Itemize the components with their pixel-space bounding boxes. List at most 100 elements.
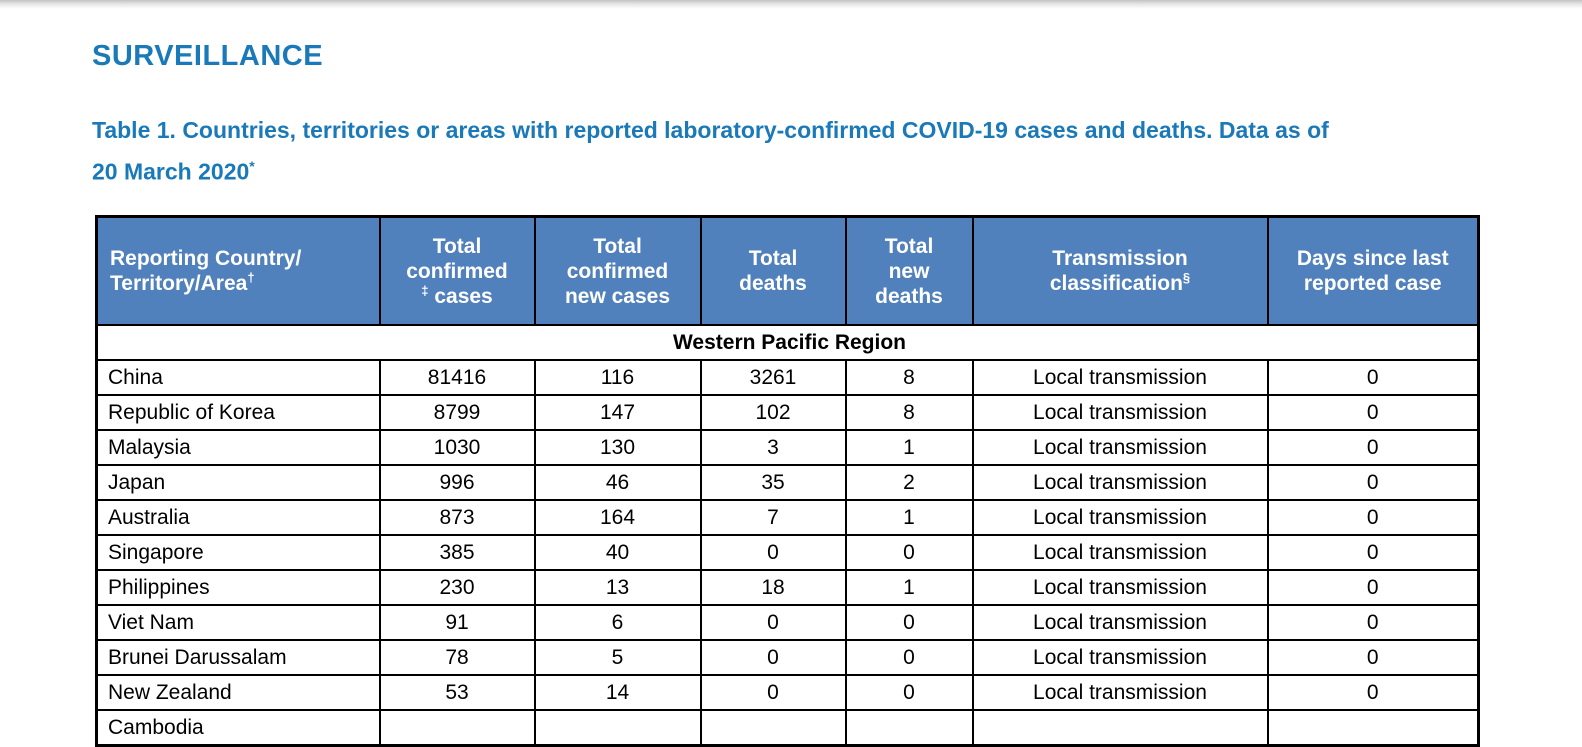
cell-transmission-classification: Local transmission <box>971 394 1269 431</box>
cell-days-since-last-case: 0 <box>1266 534 1480 571</box>
cell-total-deaths: 102 <box>699 394 847 431</box>
cell-country: Viet Nam <box>95 604 381 641</box>
col-header-total-confirmed-cases: Total confirmed ‡ cases <box>378 215 536 326</box>
table-row: Viet Nam 91 6 0 0 Local transmission 0 <box>95 604 1480 641</box>
cell-country: Republic of Korea <box>95 394 381 431</box>
cell-country: Japan <box>95 464 381 501</box>
table-caption-line2: 20 March 2020 <box>92 158 250 185</box>
cell-total-confirmed-new-cases: 164 <box>533 499 702 536</box>
cell-country: Philippines <box>95 569 381 606</box>
table-row: Cambodia <box>95 709 1480 747</box>
cell-country: Australia <box>95 499 381 536</box>
cell-total-confirmed-new-cases: 130 <box>533 429 702 466</box>
cell-total-deaths: 35 <box>699 464 847 501</box>
cell-total-confirmed-cases <box>378 709 536 747</box>
cell-total-new-deaths: 1 <box>844 429 974 466</box>
cell-country: Malaysia <box>95 429 381 466</box>
cell-total-deaths: 0 <box>699 534 847 571</box>
table-header-row: Reporting Country/Territory/Area† Total c… <box>95 215 1480 326</box>
cell-total-confirmed-cases: 385 <box>378 534 536 571</box>
cell-transmission-classification: Local transmission <box>971 429 1269 466</box>
cell-total-deaths: 0 <box>699 674 847 711</box>
cell-total-confirmed-new-cases: 116 <box>533 359 702 396</box>
cell-transmission-classification: Local transmission <box>971 534 1269 571</box>
cell-total-confirmed-cases: 91 <box>378 604 536 641</box>
table-row: Brunei Darussalam 78 5 0 0 Local transmi… <box>95 639 1480 676</box>
cell-total-new-deaths: 1 <box>844 499 974 536</box>
page-title: SURVEILLANCE <box>92 40 324 72</box>
page-top-shadow <box>0 0 1582 9</box>
table-row: Malaysia 1030 130 3 1 Local transmission… <box>95 429 1480 466</box>
cell-total-deaths: 3261 <box>699 359 847 396</box>
cell-total-new-deaths: 0 <box>844 534 974 571</box>
cell-total-confirmed-new-cases: 13 <box>533 569 702 606</box>
cell-country: Cambodia <box>95 709 381 747</box>
cell-days-since-last-case <box>1266 709 1480 747</box>
cell-total-confirmed-cases: 81416 <box>378 359 536 396</box>
cell-country: Brunei Darussalam <box>95 639 381 676</box>
cell-total-deaths: 7 <box>699 499 847 536</box>
cell-total-confirmed-new-cases <box>533 709 702 747</box>
cell-total-new-deaths: 0 <box>844 674 974 711</box>
cell-total-new-deaths <box>844 709 974 747</box>
cell-total-new-deaths: 0 <box>844 604 974 641</box>
cell-transmission-classification: Local transmission <box>971 569 1269 606</box>
table-row: Australia 873 164 7 1 Local transmission… <box>95 499 1480 536</box>
cell-transmission-classification: Local transmission <box>971 604 1269 641</box>
col-header-total-new-deaths: Total new deaths <box>844 215 974 326</box>
table-row: China 81416 116 3261 8 Local transmissio… <box>95 359 1480 396</box>
table-row: Japan 996 46 35 2 Local transmission 0 <box>95 464 1480 501</box>
cell-days-since-last-case: 0 <box>1266 604 1480 641</box>
region-label: Western Pacific Region <box>95 324 1480 361</box>
cell-total-deaths: 3 <box>699 429 847 466</box>
cell-total-deaths <box>699 709 847 747</box>
cell-total-confirmed-new-cases: 5 <box>533 639 702 676</box>
cell-days-since-last-case: 0 <box>1266 429 1480 466</box>
covid-surveillance-table: Reporting Country/Territory/Area† Total c… <box>95 215 1480 747</box>
cell-days-since-last-case: 0 <box>1266 464 1480 501</box>
cell-total-confirmed-cases: 230 <box>378 569 536 606</box>
cell-transmission-classification: Local transmission <box>971 464 1269 501</box>
cell-days-since-last-case: 0 <box>1266 499 1480 536</box>
cell-total-deaths: 0 <box>699 604 847 641</box>
region-row-western-pacific: Western Pacific Region <box>95 324 1480 361</box>
cell-total-confirmed-new-cases: 147 <box>533 394 702 431</box>
cell-total-confirmed-new-cases: 40 <box>533 534 702 571</box>
cell-total-confirmed-new-cases: 46 <box>533 464 702 501</box>
col-header-total-deaths: Total deaths <box>699 215 847 326</box>
cell-days-since-last-case: 0 <box>1266 639 1480 676</box>
cell-days-since-last-case: 0 <box>1266 359 1480 396</box>
cell-total-confirmed-new-cases: 14 <box>533 674 702 711</box>
cell-total-confirmed-cases: 53 <box>378 674 536 711</box>
col-header-total-confirmed-new-cases: Total confirmed new cases <box>533 215 702 326</box>
cell-total-confirmed-new-cases: 6 <box>533 604 702 641</box>
cell-days-since-last-case: 0 <box>1266 569 1480 606</box>
caption-asterisk: * <box>249 158 255 174</box>
cell-total-confirmed-cases: 996 <box>378 464 536 501</box>
cell-total-confirmed-cases: 1030 <box>378 429 536 466</box>
cell-transmission-classification: Local transmission <box>971 674 1269 711</box>
cell-total-deaths: 0 <box>699 639 847 676</box>
cell-country: China <box>95 359 381 396</box>
cell-country: Singapore <box>95 534 381 571</box>
cell-total-confirmed-cases: 873 <box>378 499 536 536</box>
cell-total-deaths: 18 <box>699 569 847 606</box>
table-caption: Table 1. Countries, territories or areas… <box>92 112 1482 190</box>
table-row: Republic of Korea 8799 147 102 8 Local t… <box>95 394 1480 431</box>
cell-total-new-deaths: 8 <box>844 394 974 431</box>
cell-transmission-classification: Local transmission <box>971 639 1269 676</box>
cell-total-new-deaths: 2 <box>844 464 974 501</box>
table-row: Singapore 385 40 0 0 Local transmission … <box>95 534 1480 571</box>
table-row: New Zealand 53 14 0 0 Local transmission… <box>95 674 1480 711</box>
cell-transmission-classification <box>971 709 1269 747</box>
cell-total-new-deaths: 0 <box>844 639 974 676</box>
cell-total-confirmed-cases: 78 <box>378 639 536 676</box>
cell-country: New Zealand <box>95 674 381 711</box>
cell-days-since-last-case: 0 <box>1266 674 1480 711</box>
table-body: Western Pacific Region China 81416 116 3… <box>95 324 1480 747</box>
cell-days-since-last-case: 0 <box>1266 394 1480 431</box>
table-caption-line1: Table 1. Countries, territories or areas… <box>92 117 1329 143</box>
cell-total-new-deaths: 8 <box>844 359 974 396</box>
cell-transmission-classification: Local transmission <box>971 359 1269 396</box>
col-header-transmission-classification: Transmission classification§ <box>971 215 1269 326</box>
